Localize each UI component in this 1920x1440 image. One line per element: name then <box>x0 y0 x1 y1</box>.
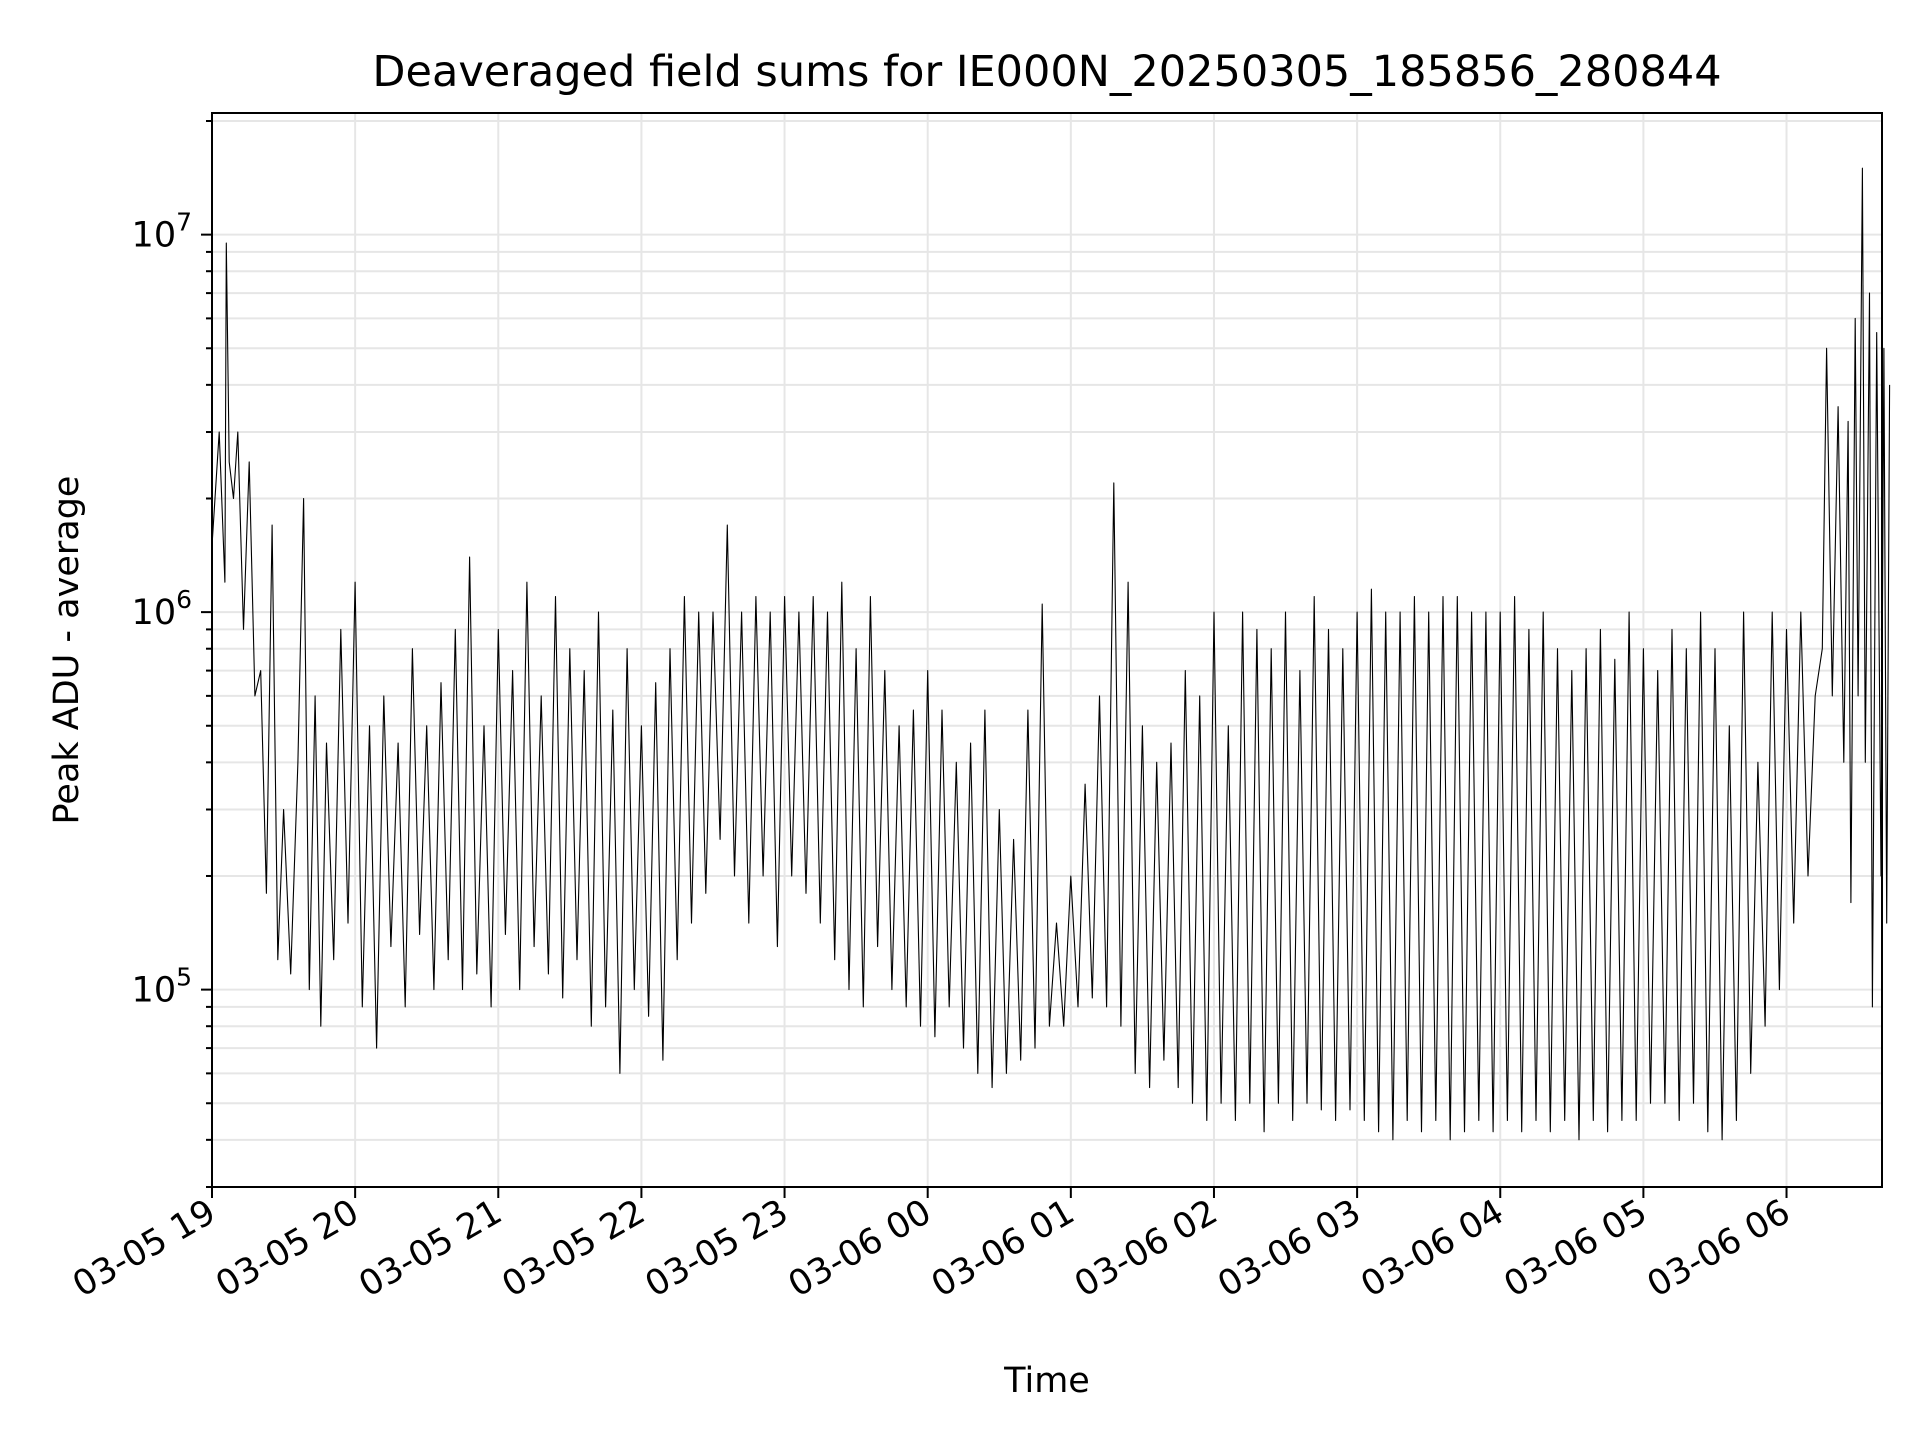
y-tick-label: 105 <box>132 963 192 1011</box>
plot-frame <box>211 112 1883 1188</box>
data-series-line <box>211 167 1891 1141</box>
gridlines <box>211 113 1882 1188</box>
x-axis-label: Time <box>1003 1361 1090 1401</box>
y-tick-label: 107 <box>132 208 192 256</box>
y-axis-label: Peak ADU - average <box>47 476 87 825</box>
chart-title: Deaveraged field sums for IE000N_2025030… <box>372 47 1721 97</box>
data-series <box>211 167 1891 1141</box>
y-tick-label: 106 <box>132 585 192 633</box>
